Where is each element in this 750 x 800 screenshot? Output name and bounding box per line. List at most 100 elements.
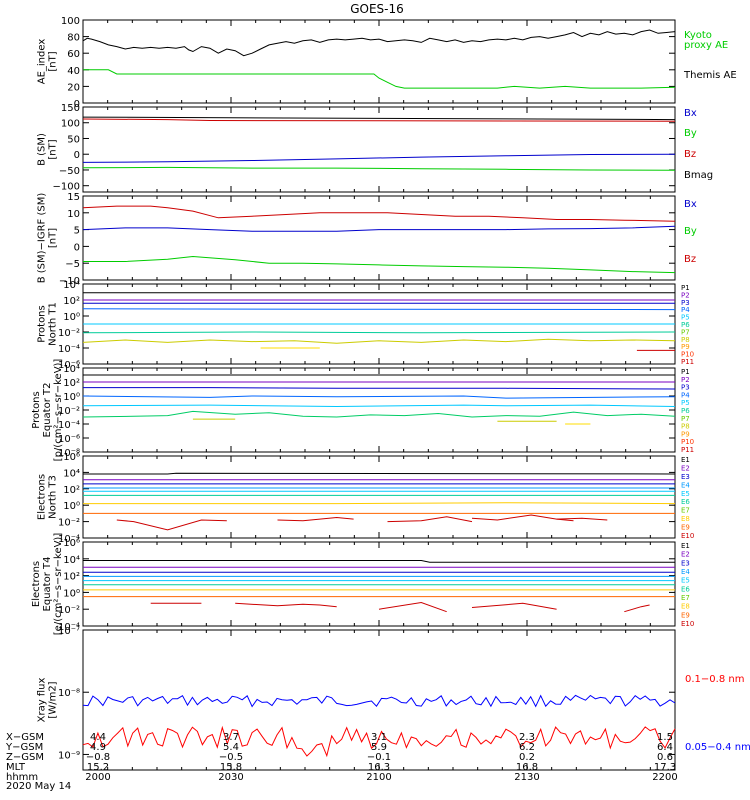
y-tick-label: 10⁻⁹: [58, 750, 80, 761]
series-line-pn-6: [82, 338, 676, 344]
legend-entry: E1: [681, 456, 690, 464]
panel-frame: [82, 541, 676, 627]
y-axis-label: [nT]: [48, 139, 59, 159]
ephemeris-value: 0.6: [657, 752, 673, 763]
legend-entry: E4: [681, 481, 690, 489]
series-line-pe-2: [83, 387, 676, 390]
y-tick-label: 10⁻⁶: [58, 360, 80, 371]
ephemeris-value: 16.3: [368, 762, 390, 773]
panel-xray: 10⁻⁹ 10⁻⁸ 10⁻⁷ Xray flux [W/m2] 0.1−0.8 nm 0.0…: [37, 626, 750, 771]
legend-entry: E3: [681, 473, 690, 481]
legend-entry: Bmag: [684, 170, 713, 181]
series-line-xray-0: [82, 694, 676, 708]
y-tick-label: 10⁻⁴: [58, 420, 80, 431]
legend-entry: E3: [681, 559, 690, 567]
y-axis-label: [nT]: [48, 51, 59, 71]
legend-entry: E1: [681, 542, 690, 550]
legend-entry: E6: [681, 585, 690, 593]
y-tick-label: 10⁻⁸: [58, 448, 80, 459]
y-tick-label: 100: [61, 16, 80, 27]
series-line-pe-3: [82, 395, 676, 399]
y-axis-label: [p/(cm²−s−sr−keV)]: [53, 359, 64, 462]
ephemeris-value: 5.4: [223, 742, 239, 753]
ephemeris-label: MLT: [6, 762, 26, 773]
legend-entry: E4: [681, 568, 690, 576]
legend-entry: P10: [681, 351, 694, 359]
ephemeris-label: Z−GSM: [6, 752, 44, 763]
y-tick-label: −5: [65, 259, 80, 270]
series-line-ee-9: [235, 602, 337, 608]
legend-entry: P8: [681, 336, 690, 344]
y-tick-label: 10⁻²: [58, 406, 80, 417]
ephemeris-value: −0.1: [367, 752, 391, 763]
series-line-ee-0: [83, 560, 675, 563]
y-tick-label: 10⁴: [63, 364, 80, 375]
y-axis-label: Protons: [31, 391, 42, 428]
legend-entry: P7: [681, 328, 690, 336]
y-axis-label: Equator T4: [42, 557, 53, 612]
legend-entry: E5: [681, 490, 690, 498]
ephemeris-value: 2130: [514, 772, 539, 783]
ephemeris-value: 17.3: [654, 762, 676, 773]
y-tick-label: 10²: [63, 485, 80, 496]
ephemeris-value: 3.1: [371, 732, 387, 743]
series-line-en-6: [83, 502, 676, 505]
series-line-ae-1: [83, 69, 676, 89]
legend-entry: P11: [681, 358, 694, 366]
y-tick-label: 0: [74, 99, 80, 110]
legend-entry: Bx: [684, 108, 697, 119]
chart-title: GOES-16: [350, 2, 404, 16]
legend-entry: Bx: [684, 199, 697, 210]
y-axis-label: [e/(cm²−s−sr−keV)]: [53, 533, 64, 636]
series-line-en-12: [556, 517, 608, 521]
y-axis-label: Protons: [37, 305, 48, 342]
series-line-en-10: [387, 516, 473, 523]
panel-ee: 10⁻⁴ 10⁻² 10⁰ 10² 10⁴ 10⁶ Electrons Equator T4[…: [31, 533, 694, 636]
y-tick-label: 10: [67, 209, 80, 220]
series-line-pe-4: [82, 404, 676, 408]
y-tick-label: 10⁰: [63, 312, 80, 323]
series-line-bigrf-0: [82, 205, 676, 222]
date-label: 2020 May 14: [6, 781, 71, 792]
legend-entry: By: [684, 128, 697, 139]
ephemeris-value: −0.8: [86, 752, 110, 763]
ephemeris-label: X−GSM: [6, 732, 44, 743]
ephemeris-value: 2200: [652, 772, 677, 783]
legend-entry: E10: [681, 532, 694, 540]
legend-entry: Kyoto: [684, 30, 712, 41]
y-tick-label: 10⁻⁴: [58, 534, 80, 545]
y-tick-label: −50: [59, 166, 80, 177]
legend-entry: P6: [681, 407, 690, 415]
ephemeris-value: 2030: [218, 772, 243, 783]
legend-entry: P2: [681, 376, 690, 384]
legend-entry: P9: [681, 343, 690, 351]
panel-frame: [82, 19, 676, 104]
legend-entry: P4: [681, 391, 690, 399]
y-axis-label: Equator T2: [42, 383, 53, 438]
y-tick-label: 10⁰: [63, 392, 80, 403]
legend-entry: P1: [681, 284, 690, 292]
series-line-bigrf-1: [82, 225, 676, 232]
y-tick-label: 10⁰: [63, 588, 80, 599]
legend-entry: 0.1−0.8 nm: [685, 674, 744, 685]
series-line-xray-1: [82, 725, 676, 758]
legend-entry: P7: [681, 415, 690, 423]
y-axis-label: B (SM)−IGRF (SM): [37, 193, 48, 284]
panel-bigrf: −10 −5 0 5 10 15 B (SM)−IGRF (SM) [nT] Bx By Bz: [37, 192, 697, 287]
legend-entry: E2: [681, 551, 690, 559]
series-line-pn-5: [82, 331, 676, 334]
series-line-bsm-1: [82, 118, 676, 122]
legend-entry: P5: [681, 399, 690, 407]
y-tick-label: 10²: [63, 572, 80, 583]
ephemeris-value: 4.4: [90, 732, 106, 743]
legend-entry: Bz: [684, 254, 696, 265]
y-tick-label: 10⁴: [63, 468, 80, 479]
ephemeris-value: 2100: [366, 772, 391, 783]
legend-entry: P1: [681, 368, 690, 376]
panel-pn: 10⁻⁶ 10⁻⁴ 10⁻² 10⁰ 10² 10⁴ Protons North T1 P1P2…: [37, 280, 695, 371]
ephemeris-value: 16.8: [516, 762, 538, 773]
y-tick-label: 15: [67, 192, 80, 203]
legend-entry: E7: [681, 507, 690, 515]
